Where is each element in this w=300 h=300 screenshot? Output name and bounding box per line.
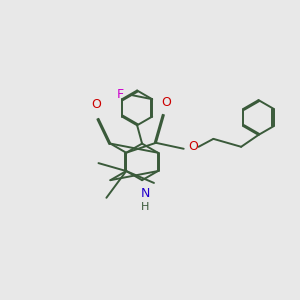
Text: H: H (141, 202, 149, 212)
Text: O: O (161, 96, 171, 109)
Text: N: N (140, 187, 150, 200)
Text: O: O (189, 140, 199, 153)
Text: O: O (92, 98, 101, 111)
Text: F: F (117, 88, 124, 101)
